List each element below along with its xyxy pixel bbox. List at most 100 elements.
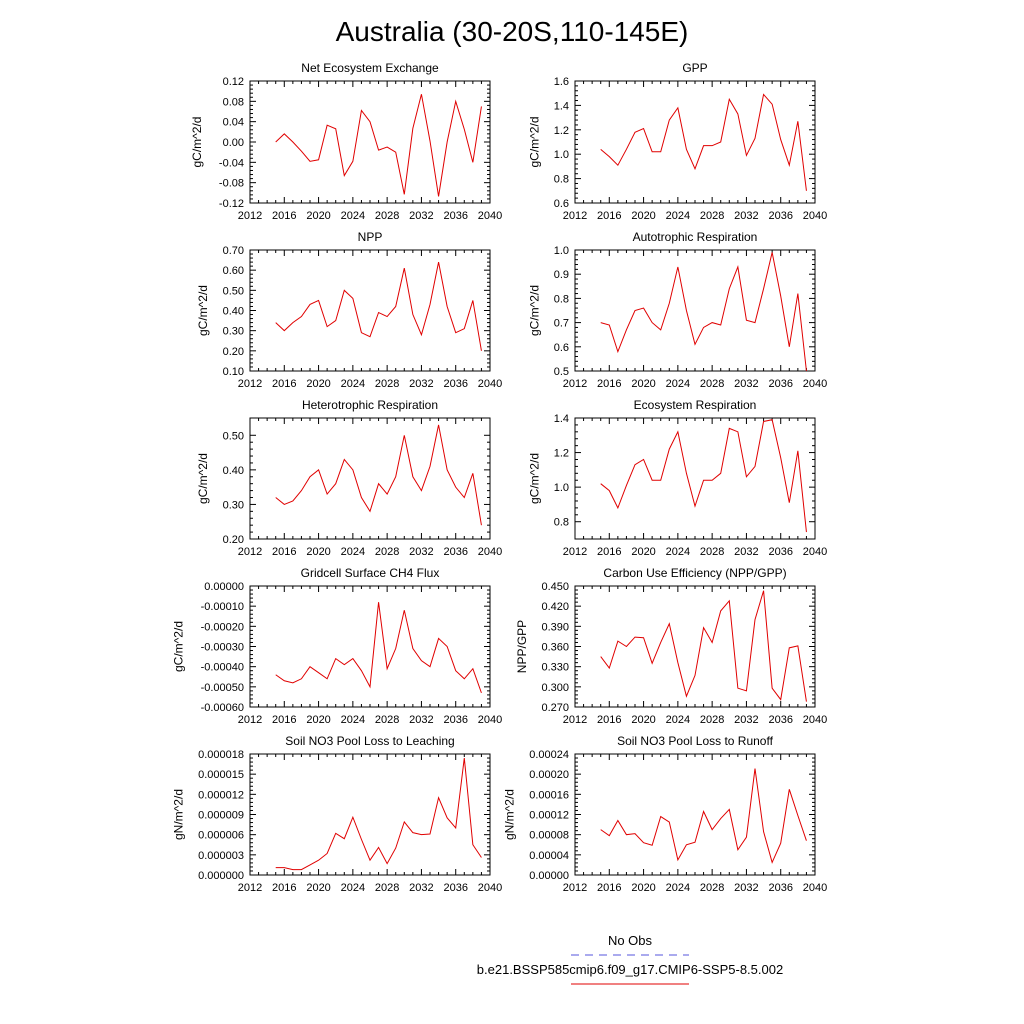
x-tick-label: 2036: [443, 378, 467, 390]
x-tick-label: 2028: [375, 210, 399, 222]
x-tick-label: 2020: [306, 714, 330, 726]
x-tick-label: 2012: [563, 546, 587, 558]
panel-8: Carbon Use Efficiency (NPP/GPP) 2012 2016 2…: [515, 566, 827, 726]
y-tick-label: 0.300: [541, 682, 569, 694]
panel-title: Soil NO3 Pool Loss to Runoff: [617, 734, 774, 748]
x-tick-label: 2036: [443, 210, 467, 222]
y-tick-label: 1.2: [554, 125, 569, 137]
x-tick-label: 2028: [375, 714, 399, 726]
y-tick-label: 0.7: [554, 318, 569, 330]
y-tick-label: 0.000003: [198, 850, 244, 862]
x-tick-label: 2012: [238, 882, 262, 894]
x-tick-label: 2028: [700, 714, 724, 726]
y-tick-label: 0.000000: [198, 870, 244, 882]
y-tick-label: -0.00030: [201, 642, 244, 654]
x-tick-label: 2012: [238, 378, 262, 390]
y-tick-label: 0.10: [223, 366, 244, 378]
y-tick-label: 0.08: [223, 96, 244, 108]
plot-frame: [249, 753, 491, 876]
y-tick-label: 0.000015: [198, 769, 244, 781]
y-axis-label: gN/m^2/d: [171, 789, 185, 840]
series-line: [600, 93, 807, 191]
y-tick-label: 1.4: [554, 100, 569, 112]
y-tick-label: 1.0: [554, 482, 569, 494]
x-tick-label: 2016: [597, 882, 621, 894]
y-tick-label: 0.330: [541, 662, 569, 674]
y-tick-label: -0.00040: [201, 662, 244, 674]
y-tick-label: 0.12: [223, 76, 244, 88]
panel-3: NPP 2012 2016 2020 2024 2028 2032 2036 2040 0.10 0…: [196, 230, 502, 390]
x-tick-label: 2040: [478, 882, 502, 894]
panel-6: Ecosystem Respiration 2012 2016 2020 2024 202…: [527, 398, 827, 558]
legend-obs-label: No Obs: [608, 933, 653, 948]
x-tick-label: 2036: [443, 714, 467, 726]
y-tick-label: 0.50: [223, 285, 244, 297]
plot-frame: [574, 417, 816, 540]
x-tick-label: 2028: [700, 882, 724, 894]
x-tick-label: 2040: [478, 714, 502, 726]
x-tick-label: 2020: [631, 882, 655, 894]
page-title: Australia (30-20S,110-145E): [336, 16, 689, 47]
x-tick-label: 2016: [597, 378, 621, 390]
x-tick-label: 2032: [734, 882, 758, 894]
panel-title: Carbon Use Efficiency (NPP/GPP): [603, 566, 786, 580]
y-axis-label: gC/m^2/d: [527, 453, 541, 504]
x-tick-label: 2012: [238, 546, 262, 558]
plot-frame: [249, 417, 491, 540]
x-tick-label: 2040: [478, 210, 502, 222]
x-tick-label: 2028: [700, 546, 724, 558]
panel-5: Heterotrophic Respiration 2012 2016 2020 202…: [196, 398, 502, 558]
x-tick-label: 2016: [272, 714, 296, 726]
plot-frame: [574, 80, 816, 204]
x-tick-label: 2016: [597, 714, 621, 726]
y-tick-label: -0.00020: [201, 621, 244, 633]
series-line: [600, 252, 807, 372]
y-tick-label: 0.20: [223, 534, 244, 546]
series-line: [275, 94, 482, 197]
x-tick-label: 2032: [734, 714, 758, 726]
panel-title: Ecosystem Respiration: [634, 398, 757, 412]
x-tick-label: 2032: [734, 378, 758, 390]
y-tick-label: 0.000009: [198, 810, 244, 822]
x-tick-label: 2020: [306, 210, 330, 222]
x-tick-label: 2020: [306, 378, 330, 390]
panel-4: Autotrophic Respiration 2012 2016 2020 2024 2…: [527, 230, 827, 390]
x-tick-label: 2016: [272, 378, 296, 390]
y-tick-label: 0.30: [223, 326, 244, 338]
series-line: [275, 602, 482, 694]
panel-1: Net Ecosystem Exchange 2012 2016 2020 2024 20…: [190, 61, 502, 222]
series-line: [275, 424, 482, 526]
x-tick-label: 2040: [478, 546, 502, 558]
y-tick-label: 1.4: [554, 413, 569, 425]
y-tick-label: 1.0: [554, 245, 569, 257]
y-tick-label: 0.20: [223, 346, 244, 358]
y-tick-label: 0.000018: [198, 749, 244, 761]
x-tick-label: 2016: [597, 210, 621, 222]
panel-title: GPP: [682, 61, 707, 75]
y-axis-label: gC/m^2/d: [527, 117, 541, 168]
y-tick-label: 0.000012: [198, 789, 244, 801]
x-tick-label: 2012: [563, 378, 587, 390]
y-tick-label: -0.08: [219, 178, 244, 190]
panel-title: Autotrophic Respiration: [633, 230, 758, 244]
y-tick-label: 0.5: [554, 366, 569, 378]
x-tick-label: 2020: [631, 546, 655, 558]
x-tick-label: 2016: [272, 546, 296, 558]
series-line: [275, 262, 482, 351]
y-tick-label: -0.00010: [201, 601, 244, 613]
y-tick-label: 0.8: [554, 174, 569, 186]
y-tick-label: 0.40: [223, 465, 244, 477]
x-tick-label: 2032: [734, 210, 758, 222]
y-tick-label: 0.270: [541, 702, 569, 714]
y-tick-label: 0.00016: [529, 789, 569, 801]
x-tick-label: 2040: [803, 714, 827, 726]
panel-9: Soil NO3 Pool Loss to Leaching 2012 2016 20…: [171, 734, 502, 894]
y-tick-label: 0.70: [223, 245, 244, 257]
x-tick-label: 2028: [375, 546, 399, 558]
x-tick-label: 2032: [409, 210, 433, 222]
x-tick-label: 2020: [631, 378, 655, 390]
plot-frame: [574, 753, 816, 876]
x-tick-label: 2020: [631, 714, 655, 726]
x-tick-label: 2012: [563, 714, 587, 726]
